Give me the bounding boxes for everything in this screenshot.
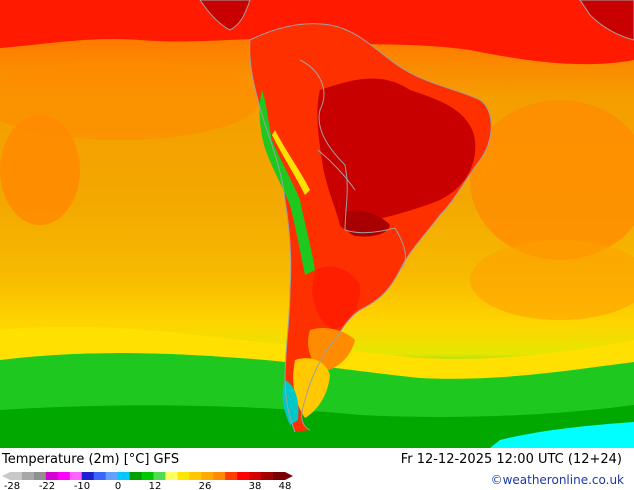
temperature-legend: -28 -22 -10 0 12 26 38 48 [2,472,293,490]
legend-tick-label: 26 [199,481,212,490]
legend-swatch [237,472,250,480]
legend-swatch [93,472,107,480]
southern-cyan-patch [490,422,634,448]
legend-tick-label: 38 [249,481,262,490]
legend-swatch [261,472,274,480]
central-america [199,0,251,31]
legend-swatch [21,472,35,480]
country-borders [249,23,492,433]
pacific-mid-patch [0,60,260,140]
legend-tick-label: -10 [74,481,90,490]
forecast-datetime: Fr 12-12-2025 12:00 UTC (12+24) [400,452,622,467]
credit-link[interactable]: ©weatheronline.co.uk [490,473,624,487]
temperature-map [0,0,634,448]
map-footer: Temperature (2m) [°C] GFS Fr 12-12-2025 … [0,448,634,490]
legend-tick-label: 48 [279,481,292,490]
legend-swatch [57,472,71,480]
argentina-hot-patch [312,266,361,330]
legend-tick-label: -28 [4,481,20,490]
legend-swatch [189,472,202,480]
legend-swatch [105,472,119,480]
legend-tick-label: 12 [149,481,162,490]
legend-swatch [249,472,262,480]
legend-swatch [273,472,286,480]
brazil-interior-hot [317,78,476,230]
andes-yellow-edge [272,130,310,195]
tierra-del-fuego [282,380,299,425]
legend-swatch [213,472,226,480]
southern-dark-green [0,405,634,448]
legend-tick-label: 0 [115,481,121,490]
paraguay-hotspot [343,210,390,237]
legend-swatch [10,472,23,480]
legend-swatch [165,472,178,480]
map-title: Temperature (2m) [°C] GFS [2,452,180,467]
legend-swatch [201,472,214,480]
legend-swatch [141,472,154,480]
patagonia-yellow [293,358,330,418]
legend-color-bar [2,472,293,480]
legend-tick-label: -22 [39,481,55,490]
legend-swatch [177,472,190,480]
legend-swatch [225,472,238,480]
legend-swatch [33,472,47,480]
legend-right-arrow [285,472,293,480]
legend-swatch [129,472,143,480]
legend-swatch [81,472,95,480]
legend-swatch [69,472,83,480]
legend-swatch [153,472,166,480]
atlantic-orange-patch [470,240,634,320]
legend-swatch [45,472,59,480]
legend-left-arrow [2,472,10,480]
pacific-warm-patch [0,115,80,225]
andes-green-ridge [259,90,315,275]
legend-swatch [117,472,131,480]
map-canvas [0,0,634,448]
legend-tick-labels: -28 -22 -10 0 12 26 38 48 [4,481,292,490]
atlantic-warm-patch [470,100,634,260]
